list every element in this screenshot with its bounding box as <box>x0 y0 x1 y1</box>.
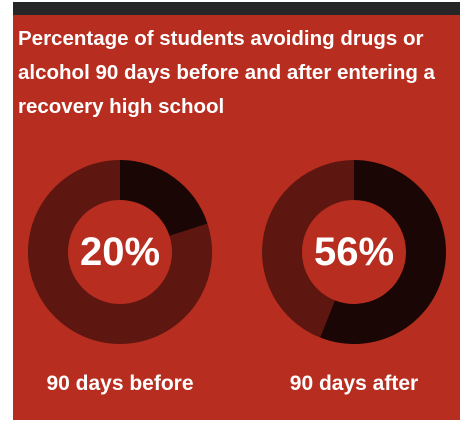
panel <box>13 15 460 420</box>
donut-chart-after: 56% <box>262 160 446 344</box>
chart-label-before: 90 days before <box>46 372 194 395</box>
donut-remainder-segment-before <box>28 160 212 344</box>
percentage-label-before: 20% <box>80 230 160 274</box>
chart-title: Percentage of students avoiding drugs or… <box>18 27 435 118</box>
donut-value-segment-before <box>120 160 208 236</box>
chart-label-after: 90 days after <box>289 372 419 395</box>
donut-svg-after: 56% <box>262 160 446 344</box>
donut-svg-before: 20% <box>28 160 212 344</box>
donut-chart-before: 20% <box>28 160 212 344</box>
donut-value-segment-after <box>320 160 446 344</box>
donut-remainder-segment-after <box>262 160 354 338</box>
percentage-label-after: 56% <box>314 230 394 274</box>
top-bar <box>13 2 460 15</box>
